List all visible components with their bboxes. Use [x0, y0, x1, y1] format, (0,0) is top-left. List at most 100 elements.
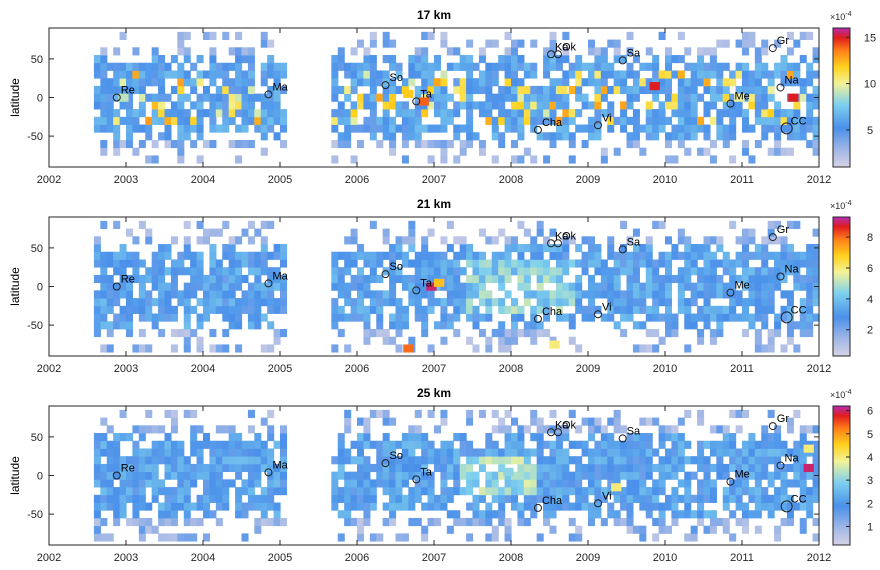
heatmap-cell — [376, 116, 384, 125]
heatmap-cell — [511, 313, 519, 322]
heatmap-cell — [639, 479, 647, 488]
heatmap-cell — [511, 139, 519, 149]
heatmap-cell — [427, 502, 435, 511]
heatmap-cell — [645, 124, 653, 133]
heatmap-cell — [421, 282, 429, 291]
x-tick-label: 2003 — [114, 552, 138, 564]
heatmap-cell — [786, 494, 794, 503]
heatmap-cell — [491, 328, 499, 338]
heatmap-cell — [652, 328, 660, 338]
heatmap-cell — [254, 321, 262, 330]
heatmap-cell — [600, 433, 608, 442]
colorbar-exponent-power: -4 — [845, 389, 851, 396]
heatmap-cell — [722, 259, 730, 268]
heatmap-cell — [729, 290, 737, 299]
heatmap-cell — [241, 70, 249, 79]
heatmap-cell — [369, 101, 377, 110]
heatmap-cell — [209, 344, 217, 353]
heatmap-cell — [780, 517, 788, 527]
heatmap-cell — [716, 39, 724, 48]
heatmap-cell — [652, 344, 660, 353]
heatmap-cell — [684, 62, 692, 71]
heatmap-cell — [626, 502, 634, 511]
heatmap-cell — [729, 93, 737, 102]
heatmap-cell — [459, 55, 467, 64]
heatmap-cell — [517, 101, 525, 110]
heatmap-cell — [459, 85, 467, 95]
heatmap-cell — [549, 62, 557, 71]
heatmap-cell — [395, 298, 403, 307]
heatmap-cell — [344, 251, 352, 260]
heatmap-cell — [684, 487, 692, 496]
heatmap-cell — [722, 433, 730, 442]
heatmap-cell — [774, 321, 782, 330]
heatmap-cell — [555, 463, 563, 473]
heatmap-cell — [235, 78, 243, 87]
heatmap-cell — [389, 463, 397, 473]
heatmap-cell — [183, 93, 191, 102]
heatmap-cell — [459, 282, 467, 291]
heatmap-cell — [504, 525, 512, 534]
heatmap-cell — [183, 236, 191, 245]
heatmap-cell — [363, 456, 371, 465]
heatmap-cell — [177, 31, 185, 40]
heatmap-cell — [729, 155, 737, 164]
heatmap-cell — [158, 510, 166, 519]
heatmap-cell — [151, 155, 159, 164]
heatmap-cell — [235, 456, 243, 465]
heatmap-cell — [491, 456, 499, 465]
heatmap-cell — [677, 433, 685, 442]
heatmap-cell — [254, 433, 262, 442]
heatmap-cell — [126, 321, 134, 330]
heatmap-cell — [677, 440, 685, 449]
heatmap-cell — [138, 313, 146, 322]
heatmap-cell — [575, 78, 583, 87]
heatmap-cell — [376, 78, 384, 87]
heatmap-cell — [164, 62, 172, 71]
heatmap-cell — [684, 274, 692, 284]
heatmap-cell — [504, 440, 512, 449]
heatmap-cell — [260, 124, 268, 133]
heatmap-cell — [434, 55, 442, 64]
heatmap-cell — [183, 116, 191, 125]
heatmap-cell — [498, 116, 506, 125]
heatmap-cell — [478, 267, 486, 276]
heatmap-cell — [395, 479, 403, 488]
heatmap-cell — [401, 463, 409, 473]
heatmap-cell — [408, 228, 416, 237]
heatmap-cell — [658, 313, 666, 322]
heatmap-cell — [241, 251, 249, 260]
heatmap-cell — [671, 55, 679, 64]
heatmap-cell — [562, 290, 570, 299]
heatmap-cell — [498, 132, 506, 141]
heatmap-cell — [658, 109, 666, 118]
heatmap-cell — [446, 456, 454, 465]
colorbar-tick-label: 3 — [867, 475, 873, 487]
heatmap-cell — [774, 328, 782, 338]
heatmap-cell — [106, 109, 114, 118]
heatmap-cell — [369, 132, 377, 141]
heatmap-cell — [446, 139, 454, 149]
heatmap-cell — [523, 109, 531, 118]
heatmap-cell — [215, 109, 223, 118]
heatmap-cell — [100, 321, 108, 330]
heatmap-cell — [607, 282, 615, 291]
heatmap-cell — [748, 463, 756, 473]
heatmap-cell — [446, 274, 454, 284]
heatmap-cell — [331, 267, 339, 276]
heatmap-cell — [620, 456, 628, 465]
heatmap-cell — [620, 116, 628, 125]
heatmap-cell — [709, 267, 717, 276]
heatmap-cell — [254, 479, 262, 488]
heatmap-cell — [247, 236, 255, 245]
heatmap-cell — [209, 101, 217, 110]
heatmap-cell — [742, 39, 750, 48]
heatmap-cell — [536, 93, 544, 102]
heatmap-cell — [786, 448, 794, 457]
heatmap-cell — [703, 321, 711, 330]
heatmap-cell — [382, 417, 390, 426]
heatmap-cell — [549, 440, 557, 449]
heatmap-cell — [632, 116, 640, 125]
heatmap-hotspot — [549, 340, 560, 349]
heatmap-cell — [273, 305, 281, 314]
